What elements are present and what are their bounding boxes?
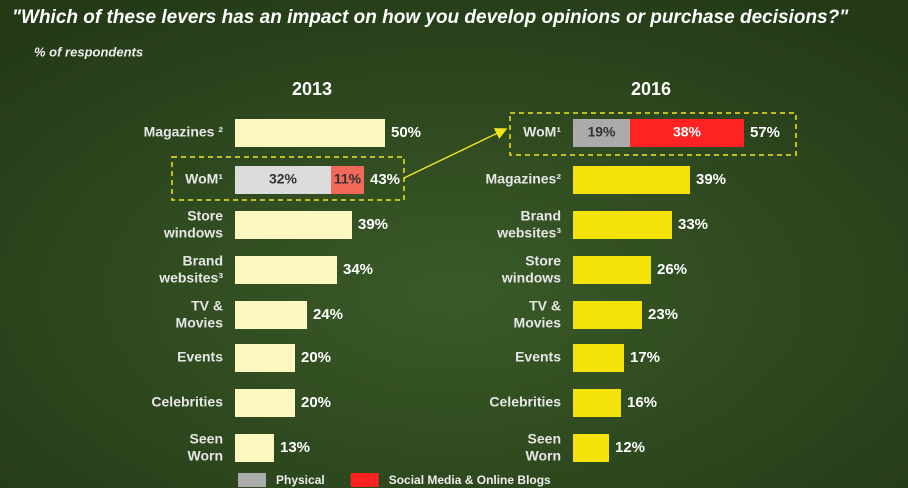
panel-title: 2013 [292,79,332,99]
category-label: WoM¹ [185,171,223,187]
bar [235,256,337,284]
legend-swatch [351,473,379,487]
value-label: 23% [648,306,678,323]
bar [573,389,621,417]
legend-label: Social Media & Online Blogs [389,473,551,487]
value-label: 17% [630,349,660,366]
value-label: 24% [313,306,343,323]
value-label: 39% [358,216,388,233]
segment-label: 32% [269,171,298,187]
segment-label: 19% [587,124,616,140]
value-label: 34% [343,261,373,278]
value-label: 20% [301,394,331,411]
value-label: 57% [750,124,780,141]
category-label: Celebrities [489,394,561,410]
value-label: 26% [657,261,687,278]
category-label: Magazines² [486,171,562,187]
background [0,0,908,488]
value-label: 43% [370,171,400,188]
category-label: Celebrities [151,394,223,410]
bar [573,211,672,239]
bar [573,301,642,329]
bar [573,344,624,372]
value-label: 13% [280,439,310,456]
panel-title: 2016 [631,79,671,99]
category-label: Events [515,349,561,365]
value-label: 33% [678,216,708,233]
value-label: 12% [615,439,645,456]
legend-label: Physical [276,473,325,487]
bar [235,344,295,372]
bar [573,256,651,284]
category-label: WoM¹ [523,124,561,140]
bar [235,301,307,329]
value-label: 39% [696,171,726,188]
subtitle: % of respondents [34,44,143,59]
value-label: 50% [391,124,421,141]
bar [235,119,385,147]
bar [573,434,609,462]
chart: "Which of these levers has an impact on … [0,0,908,488]
bar [235,389,295,417]
segment-label: 11% [334,171,362,187]
category-label: Magazines ² [144,124,224,140]
bar [235,211,352,239]
chart-title: "Which of these levers has an impact on … [12,7,849,28]
bar [573,166,690,194]
value-label: 16% [627,394,657,411]
category-label: Events [177,349,223,365]
value-label: 20% [301,349,331,366]
segment-label: 38% [673,124,702,140]
bar [235,434,274,462]
legend-swatch [238,473,266,487]
